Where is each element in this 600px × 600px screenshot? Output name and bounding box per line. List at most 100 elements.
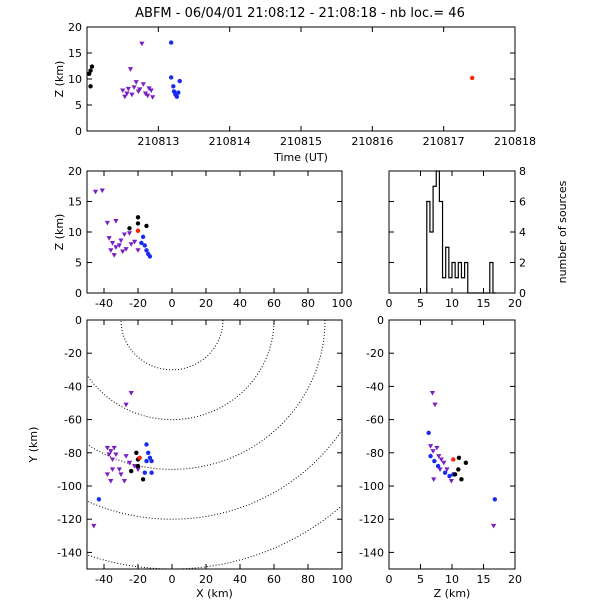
y-tick-label: 5 xyxy=(75,257,82,270)
y-axis-label: Y (km) xyxy=(27,427,40,464)
panel-plan_view: -40 -20 0 20 40 60 80 100 -140 -120 -100 -80 -60 -40 -… xyxy=(27,314,353,600)
source-point xyxy=(129,468,134,474)
source-point xyxy=(123,454,129,459)
source-point xyxy=(134,450,139,455)
source-point xyxy=(129,92,135,98)
source-point xyxy=(459,477,464,482)
figure-title: ABFM - 06/04/01 21:08:12 - 21:08:18 - nb… xyxy=(135,6,465,21)
source-point xyxy=(111,253,117,258)
source-point xyxy=(447,473,452,479)
source-point xyxy=(432,402,438,408)
y-tick-label: -60 xyxy=(64,414,82,427)
x-tick-label: 80 xyxy=(301,297,315,310)
y-tick-label: -100 xyxy=(359,480,384,493)
y-axis-label: Z (km) xyxy=(53,214,66,251)
source-point xyxy=(430,449,436,454)
source-point xyxy=(428,453,433,459)
source-point xyxy=(139,41,145,47)
y-tick-label: 15 xyxy=(68,196,82,209)
y-tick-label: -80 xyxy=(366,447,384,460)
source-point xyxy=(124,91,130,97)
x-tick-label: 210816 xyxy=(351,135,393,148)
source-point xyxy=(118,472,124,477)
source-point xyxy=(127,67,134,72)
y-tick-label: -40 xyxy=(366,380,384,393)
x-tick-label: 210818 xyxy=(494,135,536,148)
source-point xyxy=(441,460,447,466)
y-tick-label: 0 xyxy=(75,287,82,300)
source-point xyxy=(116,243,122,249)
source-point xyxy=(149,470,154,475)
range-ring xyxy=(87,320,326,470)
source-point xyxy=(127,226,132,231)
source-point xyxy=(429,391,436,396)
y-tick-label: -120 xyxy=(57,513,82,526)
y-tick-label: 8 xyxy=(519,165,526,178)
source-point xyxy=(109,240,116,246)
source-point xyxy=(131,85,137,90)
x-tick-label: 210814 xyxy=(209,135,251,148)
y-tick-label: 15 xyxy=(68,47,82,60)
x-tick-label: 100 xyxy=(332,297,353,310)
y-tick-label: 0 xyxy=(75,125,82,138)
plot-frame xyxy=(86,26,516,132)
source-point xyxy=(437,467,443,472)
source-point xyxy=(431,477,437,482)
source-point xyxy=(108,449,114,454)
y-axis-label: number of sources xyxy=(556,180,569,283)
source-point xyxy=(135,215,141,220)
source-point xyxy=(132,239,138,245)
y-tick-label: 0 xyxy=(519,287,526,300)
source-point xyxy=(113,452,119,458)
source-point xyxy=(104,220,110,226)
source-point xyxy=(123,402,129,408)
histogram-outline xyxy=(426,170,497,294)
source-point xyxy=(147,254,153,259)
plot-frame xyxy=(388,319,516,570)
source-point xyxy=(135,228,141,233)
source-point xyxy=(456,455,462,460)
x-tick-label: -40 xyxy=(95,573,113,586)
source-point xyxy=(149,458,154,464)
source-point xyxy=(132,464,138,469)
source-point xyxy=(108,479,114,484)
x-axis-label: Z (km) xyxy=(434,587,471,600)
source-point xyxy=(448,479,454,484)
x-tick-label: 10 xyxy=(445,297,459,310)
source-point xyxy=(470,75,475,81)
source-point xyxy=(436,454,442,459)
x-tick-label: 5 xyxy=(417,297,424,310)
source-point xyxy=(434,445,440,451)
source-point xyxy=(144,442,149,447)
source-point xyxy=(120,88,126,94)
y-tick-label: 0 xyxy=(377,314,384,327)
source-point xyxy=(109,457,116,463)
x-tick-label: 20 xyxy=(199,573,213,586)
y-tick-label: -140 xyxy=(57,546,82,559)
source-point xyxy=(174,94,180,99)
source-point xyxy=(444,467,450,472)
source-point xyxy=(109,467,116,472)
source-point xyxy=(96,497,102,502)
source-point xyxy=(140,82,146,87)
source-point xyxy=(148,88,154,94)
y-tick-label: 10 xyxy=(68,73,82,86)
source-point xyxy=(451,457,456,462)
source-point xyxy=(135,467,141,472)
source-point xyxy=(137,455,142,460)
x-tick-label: 0 xyxy=(169,297,176,310)
source-point xyxy=(177,78,182,84)
x-tick-label: -20 xyxy=(129,573,147,586)
x-axis-label: X (km) xyxy=(196,587,233,600)
source-point xyxy=(106,236,112,241)
y-tick-label: -100 xyxy=(57,480,82,493)
source-point xyxy=(113,245,119,250)
x-tick-label: 5 xyxy=(417,573,424,586)
source-point xyxy=(139,240,144,246)
x-tick-label: 20 xyxy=(199,297,213,310)
x-tick-label: 20 xyxy=(508,297,522,310)
source-point xyxy=(120,249,126,255)
source-point xyxy=(142,243,147,248)
source-point xyxy=(88,68,93,73)
